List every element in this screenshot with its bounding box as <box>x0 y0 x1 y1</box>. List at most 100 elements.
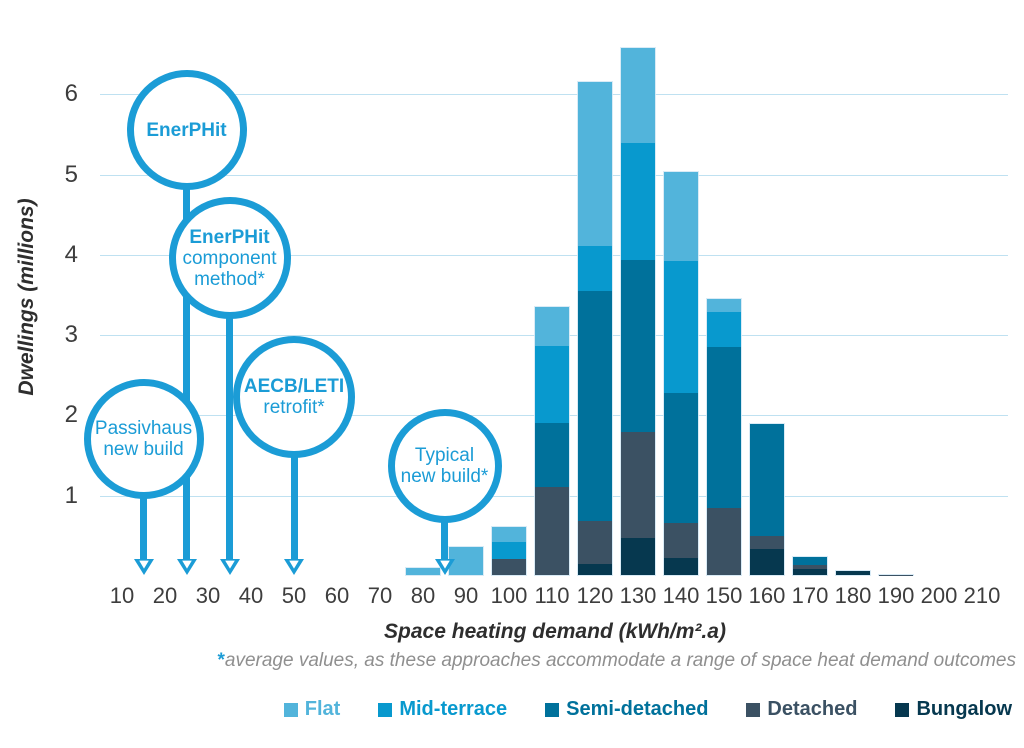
bar-120 <box>577 81 613 576</box>
legend-swatch-icon <box>283 702 298 717</box>
bar-130-segment-detached <box>621 431 655 539</box>
bar-150 <box>706 298 742 576</box>
legend-swatch-icon <box>746 702 761 717</box>
x-tick-label: 120 <box>576 583 614 608</box>
bar-120-segment-flat <box>578 82 612 246</box>
bar-140-segment-flat <box>664 172 698 261</box>
bar-100 <box>491 526 527 576</box>
bar-130 <box>620 46 656 576</box>
legend-item-detached: Detached <box>746 698 857 721</box>
annotation-arrow-stem <box>183 186 190 561</box>
bar-140-segment-semi-detached <box>664 392 698 524</box>
gridline-y5 <box>100 174 1008 176</box>
bar-180-segment-bungalow <box>836 571 870 575</box>
bar-140 <box>663 171 699 576</box>
y-tick-label: 1 <box>64 481 78 509</box>
bar-100-segment-detached <box>492 558 526 575</box>
x-tick-label: 50 <box>281 583 307 608</box>
bar-130-segment-bungalow <box>621 538 655 575</box>
annotation-arrow-stem <box>441 519 448 561</box>
legend-item-flat: Flat <box>283 698 341 721</box>
bar-100-segment-mid-terrace <box>492 541 526 559</box>
annotation-label-line: new build* <box>400 466 489 487</box>
x-tick-label: 90 <box>453 583 479 608</box>
bar-170-segment-bungalow <box>793 569 827 575</box>
y-tick-label: 3 <box>64 321 78 349</box>
annotation-arrow-stem <box>140 495 147 561</box>
bar-90-segment-flat <box>449 546 483 575</box>
bar-140-segment-detached <box>664 523 698 559</box>
bar-110-segment-semi-detached <box>535 422 569 488</box>
annotation-circle-enerphit: EnerPHit <box>126 70 247 190</box>
bar-150-segment-detached <box>707 507 741 575</box>
bar-80 <box>405 567 441 576</box>
x-tick-label: 100 <box>490 583 528 608</box>
x-tick-label: 10 <box>109 583 135 608</box>
y-tick-label: 6 <box>64 80 78 108</box>
legend-item-bungalow: Bungalow <box>895 698 1012 721</box>
annotation-label-line: component <box>182 247 277 269</box>
x-tick-label: 110 <box>534 583 570 608</box>
bar-130-segment-mid-terrace <box>621 143 655 260</box>
annotation-circle-enerphit-component-method: EnerPHit component method* <box>168 197 291 319</box>
bar-130-segment-flat <box>621 47 655 144</box>
annotation-label-line: EnerPHit <box>189 226 270 248</box>
bar-110-segment-detached <box>535 487 569 575</box>
gridline-y6 <box>100 94 1008 96</box>
annotation-arrow-stem <box>290 454 298 561</box>
bar-140-segment-bungalow <box>664 558 698 575</box>
bar-110-segment-mid-terrace <box>535 346 569 423</box>
annotation-arrowhead-icon <box>283 559 305 576</box>
bar-120-segment-bungalow <box>578 563 612 575</box>
annotation-arrowhead-icon <box>133 559 155 576</box>
legend-label: Flat <box>304 698 341 720</box>
x-tick-label: 20 <box>152 583 178 608</box>
bar-180 <box>835 570 871 576</box>
legend-swatch-icon <box>378 702 393 717</box>
x-tick-label: 150 <box>705 583 743 608</box>
x-tick-label: 40 <box>238 583 264 608</box>
x-tick-label: 140 <box>662 583 700 608</box>
annotation-label-line: method* <box>194 268 265 290</box>
bar-160-segment-semi-detached <box>750 424 784 537</box>
x-tick-label: 30 <box>195 583 221 608</box>
bar-170-segment-detached <box>793 564 827 570</box>
bar-150-segment-semi-detached <box>707 346 741 508</box>
bar-100-segment-flat <box>492 527 526 542</box>
bar-160 <box>749 423 785 576</box>
x-tick-label: 80 <box>410 583 436 608</box>
bar-120-segment-mid-terrace <box>578 245 612 292</box>
legend-label: Bungalow <box>916 698 1012 720</box>
annotation-arrowhead-icon <box>219 559 241 576</box>
legend-swatch-icon <box>545 702 560 717</box>
annotation-label-line: Typical <box>414 445 475 466</box>
y-tick-label: 2 <box>64 401 78 429</box>
bar-170-segment-semi-detached <box>793 556 827 565</box>
bar-90 <box>448 545 484 576</box>
bar-140-segment-mid-terrace <box>664 260 698 393</box>
annotation-arrow-stem <box>226 315 233 561</box>
footnote-text: average values, as these approaches acco… <box>224 650 1016 671</box>
bar-150-segment-flat <box>707 299 741 312</box>
bar-80-segment-flat <box>406 568 440 575</box>
gridline-y4 <box>100 254 1008 256</box>
x-tick-label: 130 <box>619 583 657 608</box>
footnote: *average values, as these approaches acc… <box>217 650 1016 672</box>
x-tick-label: 210 <box>963 583 1001 608</box>
annotation-label-line: retrofit* <box>263 397 325 418</box>
y-tick-label: 5 <box>64 160 78 188</box>
y-tick-label: 4 <box>64 240 78 268</box>
annotation-arrowhead-icon <box>176 559 198 576</box>
annotation-label-line: new build <box>103 439 184 460</box>
bar-170 <box>792 555 828 576</box>
bar-190 <box>878 573 914 576</box>
bar-150-segment-mid-terrace <box>707 311 741 347</box>
x-tick-label: 170 <box>791 583 829 608</box>
legend-label: Detached <box>767 698 858 720</box>
x-tick-label: 190 <box>877 583 915 608</box>
annotation-circle-typical-new-build: Typical new build* <box>387 409 502 523</box>
bar-160-segment-detached <box>750 536 784 549</box>
x-tick-label: 70 <box>367 583 393 608</box>
